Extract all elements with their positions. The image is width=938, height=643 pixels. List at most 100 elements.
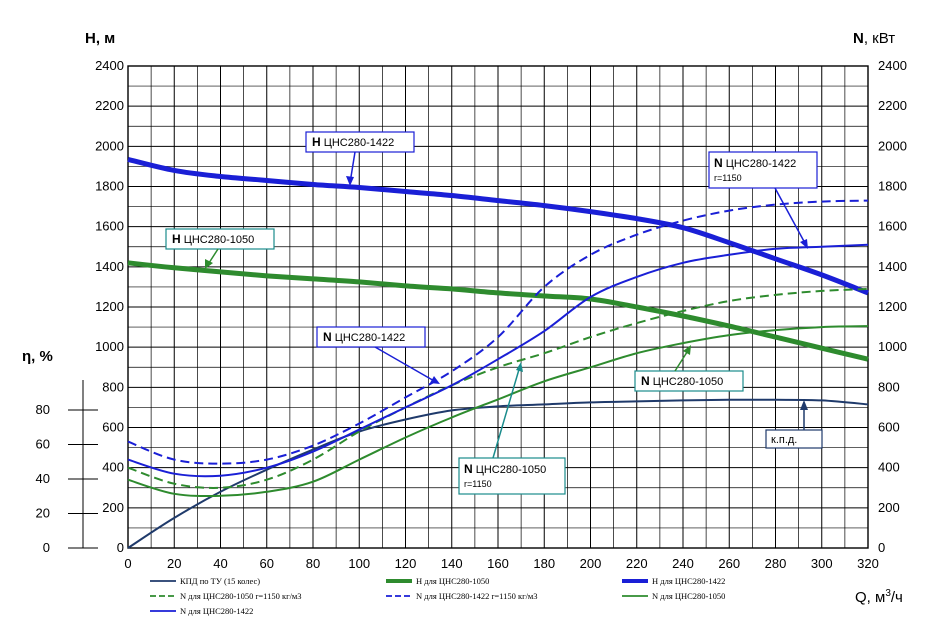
y-left-tick-label: 2000 [95,138,124,153]
annotation-n-1422-rest: ЦНС280-1422 [332,332,406,344]
series-line-6 [127,243,869,478]
eta-tick-label: 40 [36,471,50,486]
y-left-tick-label: 600 [102,420,124,435]
series-line-1 [127,260,869,362]
series-line-5 [127,325,869,498]
annotation-n-1050-r-rest: ЦНС280-1050 [473,464,547,476]
legend-label: N для ЦНС280-1050 r=1150 кг/м3 [180,591,302,601]
x-tick-label: 0 [124,556,131,571]
x-axis-title-end: /ч [891,589,903,606]
annotation-n-1050-r-bold: N [464,462,473,476]
eta-tick-label: 0 [43,540,50,555]
x-axis-title-main: Q, м [855,589,885,606]
x-tick-label: 280 [765,556,787,571]
y-left-tick-label: 1400 [95,259,124,274]
y-left-tick-label: 800 [102,379,124,394]
plot-frame [127,65,869,549]
annotation-n-1050-rest: ЦНС280-1050 [650,376,724,388]
y-right-tick-label: 400 [878,460,900,475]
eta-tick-label: 60 [36,437,50,452]
legend-label: N для ЦНС280-1422 r=1150 кг/м3 [416,591,538,601]
y-left-tick-label: 0 [117,540,124,555]
svg-text:Н ЦНС280-1422: Н ЦНС280-1422 [312,135,394,149]
legend-label: Н для ЦНС280-1050 [416,576,489,586]
right-axis-title-bold: N [853,30,864,47]
right-axis-title: N, кВт [853,30,895,47]
x-tick-label: 200 [580,556,602,571]
y-right-tick-label: 2000 [878,138,907,153]
annotation-n-1050-r-sub: r=1150 [464,479,492,489]
y-right-tick-label: 1200 [878,299,907,314]
x-tick-label: 100 [348,556,370,571]
y-right-tick-label: 0 [878,540,885,555]
series-line-3 [127,287,869,489]
annotation-n-1422: N ЦНС280-1422 [316,326,440,384]
annotation-n-1050-r: N ЦНС280-1050 r=1150 [458,362,566,495]
annotation-h-1422-rest: ЦНС280-1422 [321,137,395,149]
y-left-tick-label: 2400 [95,58,124,73]
eta-tick-label: 20 [36,506,50,521]
annotation-n-1422-r: N ЦНС280-1422 r=1150 [708,151,818,249]
y-right-tick-label: 1400 [878,259,907,274]
x-tick-label: 240 [672,556,694,571]
y-left-tick-label: 1200 [95,299,124,314]
annotation-h-1050-bold: Н [172,232,181,246]
x-tick-label: 320 [857,556,879,571]
y-left-tick-label: 1800 [95,179,124,194]
x-tick-label: 80 [306,556,320,571]
annotation-h-1422: Н ЦНС280-1422 [305,131,415,186]
y-left-tick-label: 200 [102,500,124,515]
y-right-tick-label: 200 [878,500,900,515]
svg-text:N ЦНС280-1422: N ЦНС280-1422 [323,330,405,344]
eta-axis-title: η, % [22,348,53,365]
svg-text:Н ЦНС280-1050: Н ЦНС280-1050 [172,232,254,246]
x-axis-title: Q, м3/ч [855,588,903,606]
x-tick-label: 20 [167,556,181,571]
legend: КПД по ТУ (15 колес) Н для ЦНС280-1050 Н д… [150,576,725,616]
x-tick-label: 160 [487,556,509,571]
series-line-0 [127,398,869,549]
y-right-tick-label: 1000 [878,339,907,354]
x-tick-label: 180 [533,556,555,571]
curves [127,156,869,549]
y-right-tick-label: 2400 [878,58,907,73]
annotation-n-1422-r-bold: N [714,156,723,170]
annotation-h-1050-rest: ЦНС280-1050 [181,234,255,246]
x-tick-label: 60 [260,556,274,571]
y-left-tick-label: 1000 [95,339,124,354]
x-axis-title-sup: 3 [885,588,891,599]
annotation-h-1050: Н ЦНС280-1050 [165,228,275,269]
svg-text:N ЦНС280-1050: N ЦНС280-1050 [464,462,546,476]
annotation-kpd-text: к.п.д. [771,434,797,446]
annotation-n-1422-r-rest: ЦНС280-1422 [723,158,797,170]
y-left-tick-label: 400 [102,460,124,475]
left-axis-title: H, м [85,30,115,47]
x-tick-label: 260 [718,556,740,571]
legend-label: КПД по ТУ (15 колес) [180,576,260,586]
y-right-tick-label: 2200 [878,98,907,113]
x-tick-label: 220 [626,556,648,571]
eta-tick-label: 80 [36,402,50,417]
series-line-4 [127,199,869,465]
legend-label: N для ЦНС280-1422 [180,606,253,616]
annotation-n-1050: N ЦНС280-1050 [634,345,744,392]
annotation-n-1422-r-sub: r=1150 [714,173,742,183]
y-right-tick-label: 800 [878,379,900,394]
x-tick-label: 140 [441,556,463,571]
legend-label: N для ЦНС280-1050 [652,591,725,601]
svg-text:N ЦНС280-1422: N ЦНС280-1422 [714,156,796,170]
y-right-tick-label: 1600 [878,219,907,234]
x-tick-label: 120 [395,556,417,571]
y-right-tick-label: 600 [878,420,900,435]
svg-text:N ЦНС280-1050: N ЦНС280-1050 [641,374,723,388]
series-line-2 [127,156,869,296]
y-left-tick-label: 1600 [95,219,124,234]
legend-label: Н для ЦНС280-1422 [652,576,725,586]
annotation-h-1422-bold: Н [312,135,321,149]
annotation-n-1050-bold: N [641,374,650,388]
annotation-kpd: к.п.д. [765,400,823,449]
y-right-tick-label: 1800 [878,179,907,194]
x-tick-label: 300 [811,556,833,571]
